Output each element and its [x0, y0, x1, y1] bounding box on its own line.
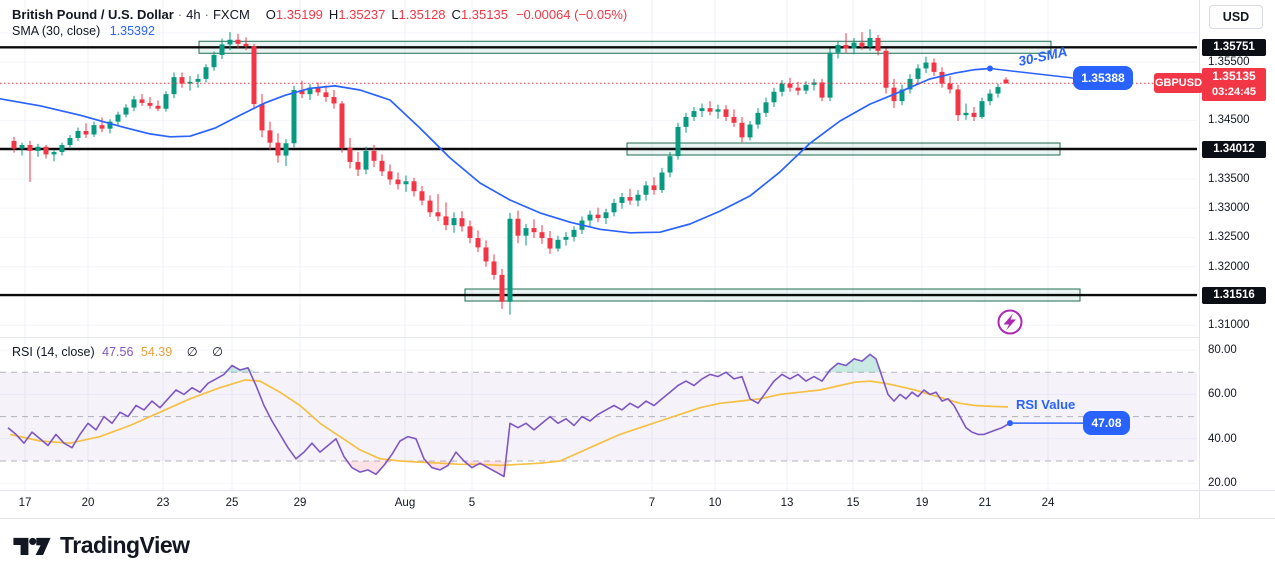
time-axis-label: 25: [225, 497, 239, 509]
time-axis-label: 29: [293, 497, 307, 509]
price-tick-label: 1.33500: [1208, 172, 1250, 185]
rsi-tick-label: 80.00: [1208, 344, 1237, 356]
price-tick-label: 1.34500: [1208, 114, 1250, 127]
key-level-price-label: 1.34012: [1202, 140, 1266, 158]
key-level-price-label: 1.31516: [1202, 286, 1266, 304]
rsi-tick-label: 20.00: [1208, 477, 1237, 490]
time-axis[interactable]: 17 20 23 25 29 Aug 5 7 10 13 15 19 21 24: [0, 491, 1199, 518]
price-tick-label: 1.35500: [1208, 55, 1250, 68]
rsi-value-annotation-text[interactable]: RSI Value: [1016, 397, 1076, 412]
lightning-marker[interactable]: [997, 309, 1023, 335]
supply-demand-zones: [198, 40, 1081, 302]
time-axis-label: Aug: [394, 497, 416, 509]
symbol-price-flag: GBPUSD: [1154, 73, 1203, 93]
grid-layer: [0, 0, 1197, 490]
tradingview-logo-icon: [13, 537, 51, 555]
rsi-ma-legend-value: 54.39: [140, 345, 173, 359]
rsi-null-value: ∅: [186, 345, 198, 359]
sma-line: [0, 65, 1074, 234]
rsi-dashed-levels: [0, 371, 1197, 462]
time-axis-label: 13: [780, 497, 794, 509]
symbol-title[interactable]: British Pound / U.S. Dollar: [12, 7, 174, 22]
bar-countdown: 03:24:45: [1211, 86, 1257, 98]
rsi-legend-row: RSI (14, close) 47.56 54.39 ∅ ∅: [12, 344, 227, 359]
time-axis-label: 17: [18, 497, 32, 509]
time-axis-label: 10: [708, 497, 722, 509]
rsi-value-label: 47.08: [1083, 411, 1130, 435]
price-tick-label: 1.32500: [1208, 231, 1250, 244]
rsi-tick-label: 60.00: [1208, 388, 1237, 401]
sma-price-label: 1.35388: [1073, 66, 1133, 90]
candles-layer: [11, 29, 1009, 315]
footer-area: TradingView: [0, 519, 1275, 576]
title-separator: ·: [204, 7, 209, 22]
key-level-price-label: 1.35751: [1202, 38, 1266, 56]
chart-bottom-border: [0, 518, 1275, 519]
sma-legend-title: SMA (30, close): [12, 24, 101, 38]
change-value: −0.00064 (−0.05%): [515, 7, 628, 22]
last-price-value: 1.35135: [1212, 69, 1256, 83]
price-tick-label: 1.32000: [1208, 260, 1250, 273]
last-price-label: 1.35135 03:24:45: [1202, 68, 1266, 101]
title-separator: ·: [177, 7, 183, 22]
price-scale[interactable]: USD 1.35135 03:24:45 1.35500 1.34500 1.335…: [1199, 0, 1275, 518]
rsi-legend-value: 47.56: [102, 345, 134, 359]
tradingview-wordmark: TradingView: [60, 531, 190, 558]
time-axis-label: 7: [648, 497, 656, 509]
rsi-legend-title: RSI (14, close): [12, 345, 95, 359]
time-axis-label: 15: [846, 497, 860, 509]
currency-unit-button[interactable]: USD: [1209, 5, 1263, 29]
symbol-legend-row: British Pound / U.S. Dollar · 4h · FXCM O1.35…: [12, 6, 627, 23]
rsi-ma-line: [9, 379, 1009, 467]
price-tick-label: 1.31000: [1208, 319, 1250, 332]
axis-separator: [0, 490, 1275, 491]
sma-legend-row: SMA (30, close) 1.35392: [12, 23, 627, 40]
time-axis-label: 21: [978, 497, 992, 509]
time-axis-label: 19: [915, 497, 929, 509]
exchange: FXCM: [212, 7, 250, 22]
main-legend: British Pound / U.S. Dollar · 4h · FXCM O1.35…: [12, 6, 627, 40]
rsi-line: [7, 353, 1083, 478]
time-axis-label: 23: [156, 497, 170, 509]
rsi-tick-label: 40.00: [1208, 432, 1237, 445]
price-tick-label: 1.33000: [1208, 202, 1250, 215]
tradingview-watermark[interactable]: TradingView: [12, 531, 190, 559]
key-level-lines: [0, 46, 1197, 297]
rsi-null-value: ∅: [212, 345, 223, 359]
timeframe[interactable]: 4h: [186, 7, 201, 22]
sma-legend-value: 1.35392: [109, 24, 155, 38]
time-axis-label: 5: [468, 497, 476, 509]
time-axis-label: 20: [81, 497, 95, 509]
ohlc-values: O1.35199 H1.35237 L1.35128 C1.35135 −0.00064…: [265, 7, 628, 22]
time-axis-label: 24: [1041, 497, 1055, 509]
